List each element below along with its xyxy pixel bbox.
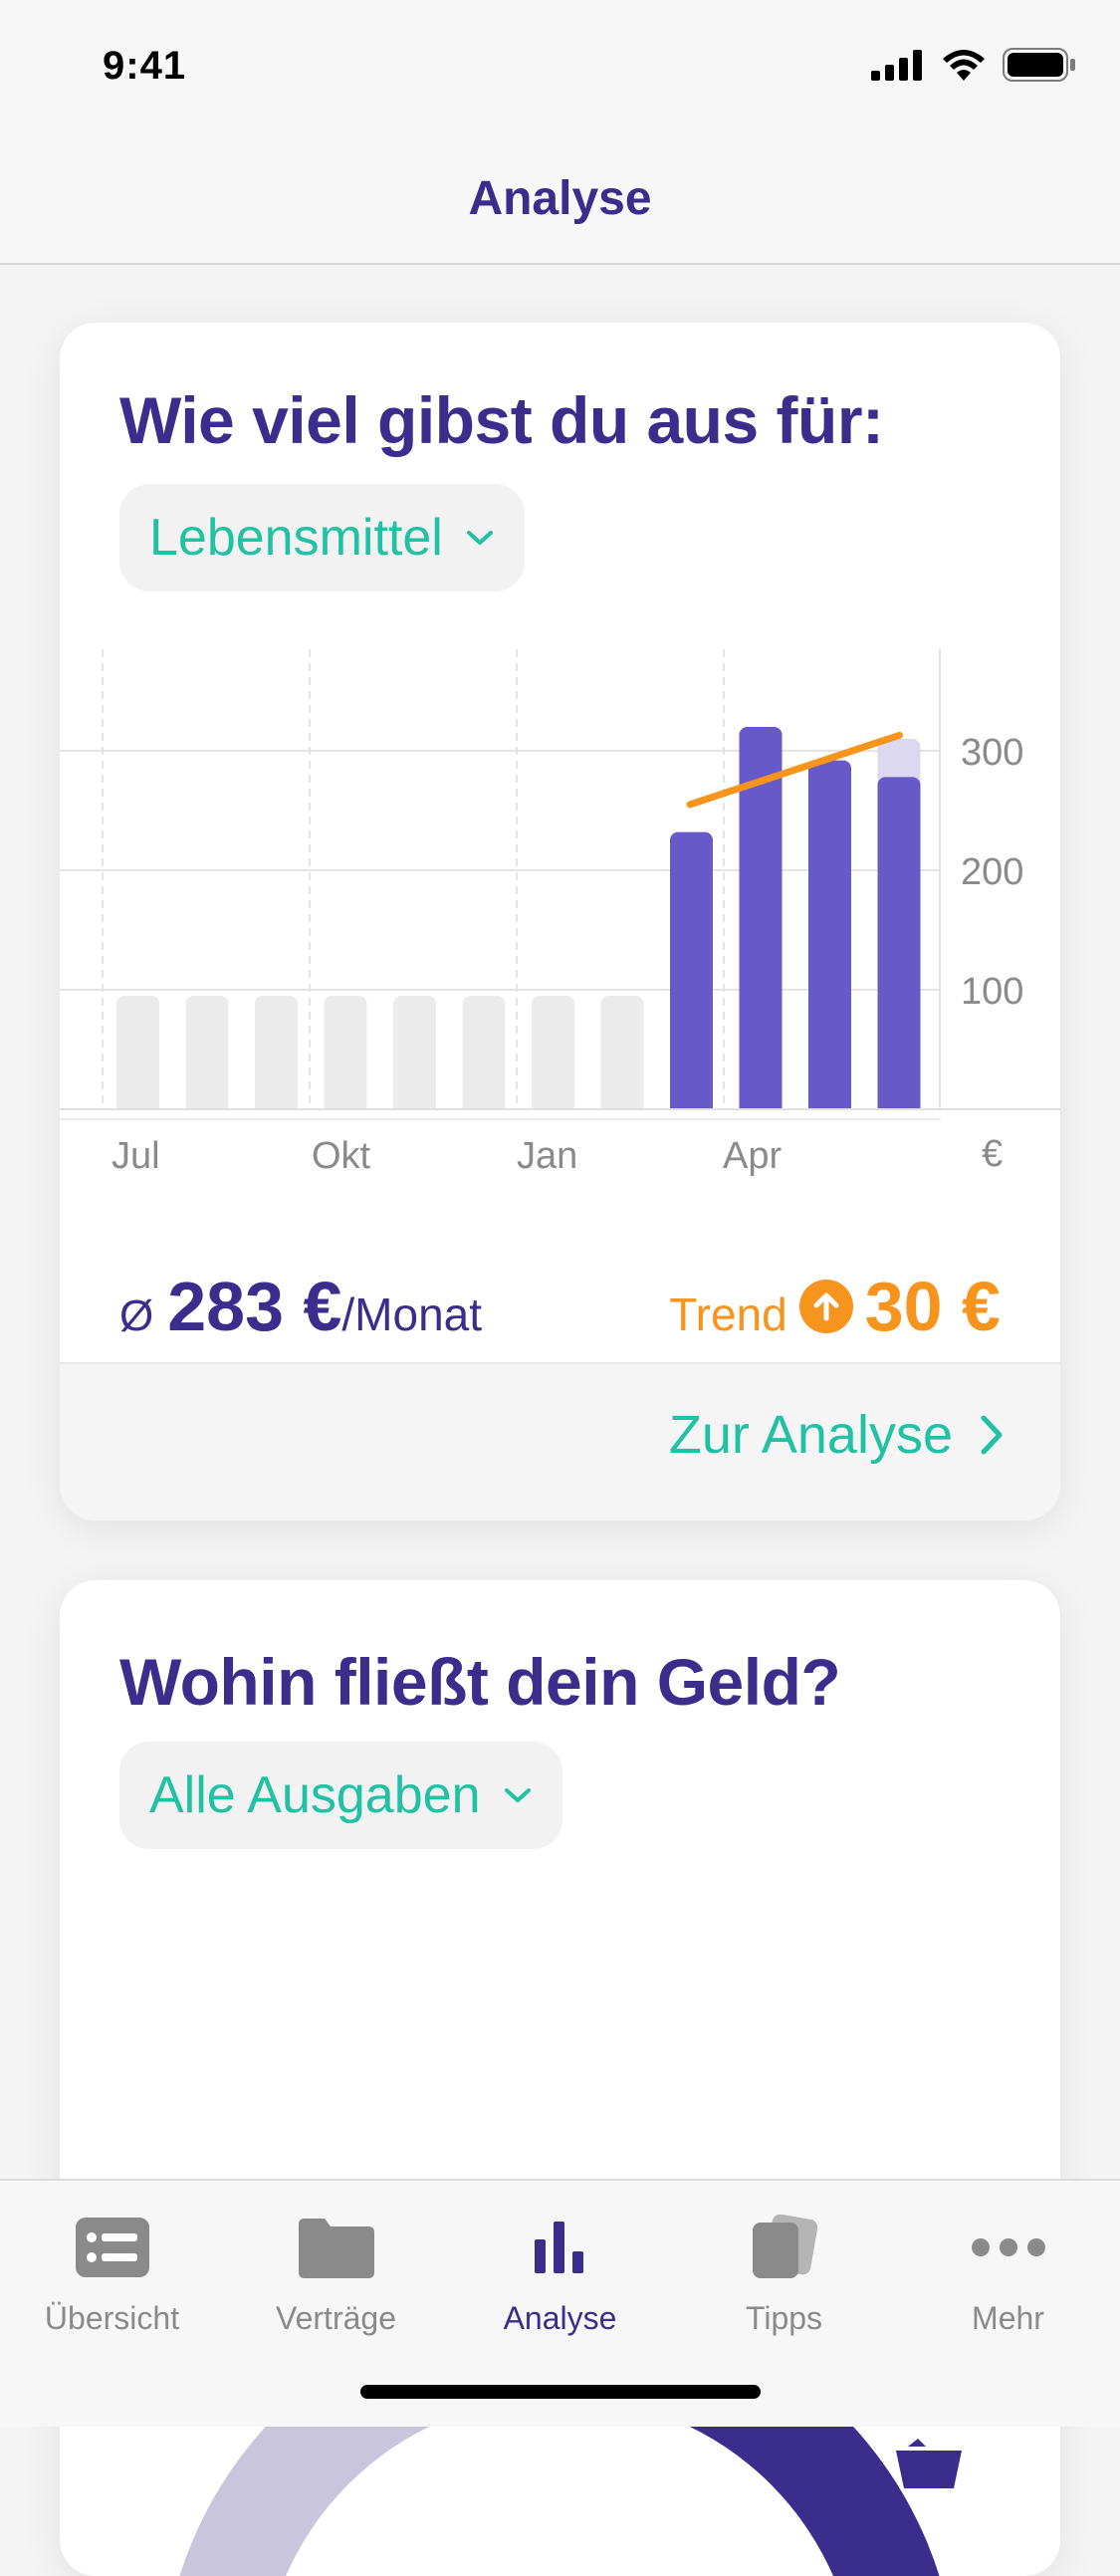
- signal-icon: [871, 50, 922, 81]
- average-symbol: Ø: [119, 1291, 154, 1340]
- wifi-icon: [943, 50, 985, 81]
- status-time: 9:41: [103, 44, 187, 88]
- to-analysis-label: Zur Analyse: [668, 1405, 953, 1465]
- tab-analysis-label: Analyse: [503, 2300, 617, 2336]
- page-title: Analyse: [468, 172, 652, 225]
- bar: [877, 777, 921, 1117]
- expense-filter-label: Alle Ausgaben: [149, 1766, 481, 1824]
- spending-card: Wie viel gibst du aus für: Lebensmittel …: [60, 323, 1060, 1521]
- bar: [393, 996, 436, 1117]
- bar: [808, 760, 851, 1117]
- trend-line: [686, 731, 903, 809]
- tab-overview-label: Übersicht: [44, 2300, 180, 2336]
- battery-icon: [1003, 48, 1075, 82]
- x-tick-label: Okt: [312, 1135, 371, 1177]
- category-dropdown[interactable]: Lebensmittel: [119, 484, 525, 591]
- trend-value: 30 €: [864, 1268, 1001, 1345]
- nav-bar: Analyse: [0, 131, 1120, 265]
- spending-bar-chart: 100 200 300 Jul Okt Jan Apr €: [60, 649, 1060, 1177]
- x-tick-label: Jan: [517, 1135, 577, 1177]
- card-footer: Zur Analyse: [60, 1362, 1060, 1521]
- y-tick-label: 200: [961, 851, 1023, 893]
- chevron-down-icon: [504, 1788, 531, 1802]
- cards-icon: [752, 2215, 817, 2278]
- spending-card-title: Wie viel gibst du aus für:: [119, 383, 884, 457]
- tab-more-label: Mehr: [972, 2300, 1044, 2336]
- y-tick-label: 100: [961, 971, 1023, 1013]
- trend-label: Trend: [669, 1288, 787, 1340]
- chevron-right-icon: [981, 1415, 1003, 1455]
- tab-more[interactable]: Mehr: [896, 2203, 1120, 2337]
- money-flow-card: Wohin fließt dein Geld? Alle Ausgaben: [60, 1580, 1060, 2576]
- bar: [600, 996, 644, 1117]
- bar: [462, 996, 506, 1117]
- status-bar: 9:41: [0, 0, 1120, 131]
- shopping-basket-icon: [896, 2439, 962, 2488]
- folder-icon: [298, 2219, 374, 2278]
- chevron-down-icon: [466, 531, 493, 545]
- tab-tips-label: Tipps: [745, 2300, 823, 2336]
- average-unit: /Monat: [341, 1288, 483, 1340]
- list-icon: [75, 2218, 149, 2277]
- bar: [670, 831, 713, 1117]
- bar: [324, 996, 367, 1117]
- trend-indicator: Trend 30 €: [669, 1267, 1001, 1346]
- tab-overview[interactable]: Übersicht: [0, 2203, 224, 2337]
- y-tick-label: 300: [961, 732, 1023, 774]
- money-flow-title: Wohin fließt dein Geld?: [119, 1645, 841, 1719]
- bar: [739, 727, 783, 1117]
- spending-stats: Ø 283 € /Monat Trend 30 €: [119, 1237, 1001, 1346]
- expense-filter-dropdown[interactable]: Alle Ausgaben: [119, 1742, 562, 1849]
- home-indicator: [360, 2385, 761, 2399]
- category-dropdown-label: Lebensmittel: [149, 509, 443, 567]
- y-unit-label: €: [982, 1133, 1003, 1175]
- bar: [255, 996, 298, 1117]
- bar-chart-icon: [534, 2222, 583, 2273]
- tab-contracts[interactable]: Verträge: [224, 2203, 448, 2337]
- bar: [185, 996, 229, 1117]
- to-analysis-link[interactable]: Zur Analyse: [669, 1404, 1005, 1466]
- average-value: 283 €: [167, 1268, 342, 1345]
- arrow-up-icon: [798, 1280, 853, 1333]
- bar: [116, 996, 159, 1117]
- x-tick-label: Jul: [112, 1135, 160, 1177]
- tab-contracts-label: Verträge: [276, 2300, 396, 2336]
- tab-tips[interactable]: Tipps: [672, 2203, 896, 2337]
- more-icon: [971, 2238, 1045, 2256]
- tab-analysis[interactable]: Analyse: [448, 2203, 672, 2337]
- x-tick-label: Apr: [723, 1135, 782, 1177]
- average-spending: Ø 283 € /Monat: [119, 1267, 482, 1346]
- bar: [532, 996, 574, 1117]
- baseline-mask: [60, 1110, 1060, 1118]
- status-icons: [871, 48, 1076, 82]
